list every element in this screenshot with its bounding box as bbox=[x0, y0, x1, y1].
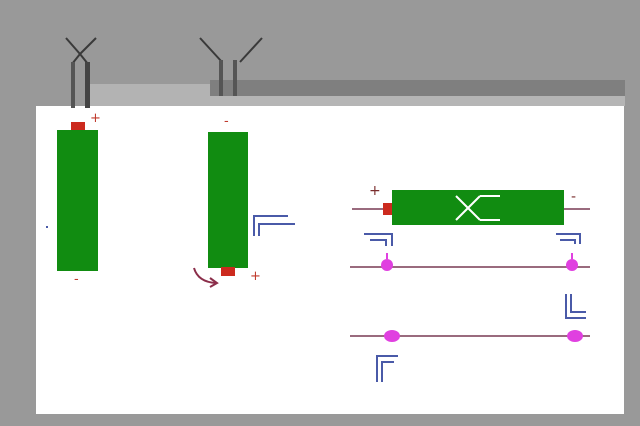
lead-post-left-a bbox=[71, 62, 75, 108]
sign-left-bottom: - bbox=[74, 272, 79, 287]
y-fork-lead-icon bbox=[199, 37, 263, 63]
corner-bracket-icon bbox=[364, 233, 393, 246]
sign-horizontal-right: - bbox=[571, 189, 576, 205]
lead-post-mid-b bbox=[233, 60, 237, 96]
terminal-mid-bottom bbox=[221, 267, 235, 276]
terminal-horizontal-left bbox=[383, 203, 393, 215]
sign-mid-top: - bbox=[224, 114, 229, 129]
corner-bracket-icon bbox=[565, 294, 586, 319]
corner-bracket-icon bbox=[556, 233, 581, 244]
terminal-left-top bbox=[71, 122, 85, 131]
stray-dot bbox=[46, 226, 48, 228]
sign-mid-bottom: + bbox=[250, 269, 261, 284]
junction-dot bbox=[381, 259, 393, 271]
sign-left-top: + bbox=[90, 111, 101, 126]
sign-horizontal-left: + bbox=[369, 183, 381, 199]
junction-dot bbox=[567, 330, 583, 342]
component-horizontal-body bbox=[392, 190, 564, 225]
curved-arrow-head bbox=[209, 277, 219, 288]
y-fork-lead-icon bbox=[65, 37, 97, 65]
crossover-symbol-icon bbox=[455, 195, 500, 221]
header-band-dark bbox=[210, 80, 625, 96]
corner-bracket-icon bbox=[253, 215, 295, 236]
lead-post-mid-a bbox=[219, 60, 223, 96]
component-left-body bbox=[57, 130, 98, 271]
curved-arrow-icon bbox=[193, 267, 217, 284]
header-band-light bbox=[88, 84, 210, 106]
white-card bbox=[36, 106, 624, 414]
component-mid-body bbox=[208, 132, 248, 268]
lead-post-left-b bbox=[85, 62, 90, 108]
corner-bracket-icon bbox=[376, 355, 398, 382]
junction-dot bbox=[384, 330, 400, 342]
junction-dot bbox=[566, 259, 578, 271]
header-band-strip bbox=[210, 96, 625, 106]
